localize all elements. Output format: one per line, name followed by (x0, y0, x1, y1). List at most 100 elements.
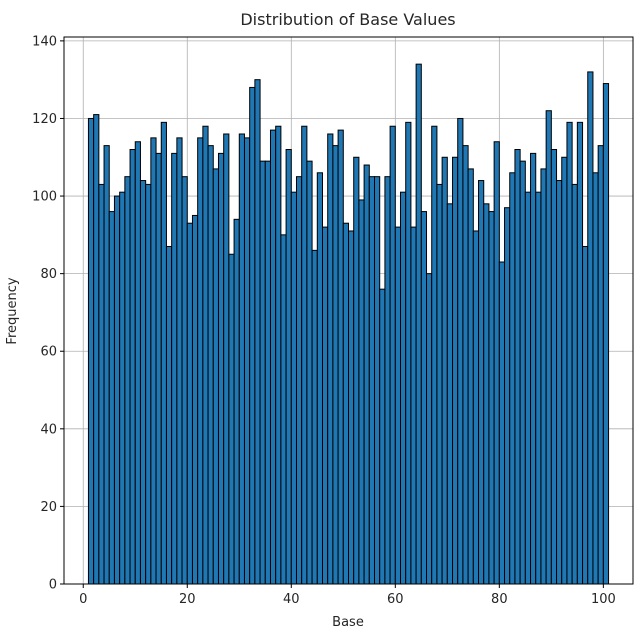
histogram-bar (420, 211, 428, 585)
histogram-bar (358, 199, 365, 585)
histogram-bar (269, 129, 277, 585)
histogram-bar (238, 133, 245, 585)
histogram-bar (384, 176, 391, 585)
histogram-bar (249, 86, 256, 585)
histogram-bar (311, 249, 318, 585)
histogram-bar (426, 273, 433, 585)
histogram-bar (535, 191, 542, 585)
histogram-bar (342, 222, 349, 585)
histogram-bar (566, 121, 573, 585)
histogram-bar (306, 160, 313, 585)
histogram-bar (233, 218, 240, 585)
histogram-bar (504, 207, 511, 585)
plot-frame (63, 36, 634, 585)
histogram-bar (207, 145, 214, 585)
histogram-bar (514, 149, 521, 585)
histogram-bar (191, 214, 199, 585)
histogram-bar (108, 211, 115, 585)
histogram-bar (223, 133, 230, 585)
x-tick-label: 80 (491, 592, 508, 607)
histogram-bar (280, 234, 287, 585)
histogram-bar (519, 160, 526, 585)
histogram-bar (217, 152, 225, 585)
histogram-bar (389, 125, 396, 585)
histogram-bar (363, 164, 370, 585)
histogram-bar (176, 137, 183, 585)
histogram-bar (540, 168, 547, 585)
histogram-bar (576, 121, 584, 585)
histogram-bar (374, 176, 381, 585)
y-tick-label: 140 (32, 34, 57, 49)
histogram-bar (290, 191, 297, 585)
histogram-bar (400, 191, 407, 585)
histogram-bar (431, 125, 438, 585)
histogram-bar (275, 125, 282, 585)
histogram-bar (197, 137, 204, 585)
y-tick-label: 100 (32, 190, 57, 205)
histogram-bar (139, 180, 147, 585)
y-tick-label: 0 (49, 578, 57, 593)
histogram-bar (337, 129, 344, 585)
histogram-bar (165, 245, 173, 585)
histogram-bar (155, 152, 162, 585)
histogram-bar (103, 145, 110, 585)
y-tick-label: 80 (40, 267, 57, 282)
y-tick-label: 60 (40, 345, 57, 360)
histogram-bar (316, 172, 323, 585)
histogram-bar (530, 152, 537, 585)
histogram-bar (556, 180, 563, 585)
histogram-bar (228, 253, 235, 585)
histogram-bar (602, 83, 610, 585)
y-tick-label: 120 (32, 112, 57, 127)
histogram-bar (202, 125, 209, 585)
x-tick-label: 60 (387, 592, 404, 607)
histogram-bar (295, 176, 303, 585)
y-tick-label: 40 (40, 422, 57, 437)
histogram-bar (243, 137, 251, 585)
histogram-bar (498, 261, 506, 585)
histogram-bar (113, 195, 121, 585)
histogram-bar (488, 211, 495, 585)
histogram-bar (415, 63, 422, 585)
histogram-bar (186, 222, 193, 585)
histogram-bar (134, 141, 141, 585)
histogram-bar (467, 168, 474, 585)
histogram-bar (98, 183, 105, 585)
histogram-bar (472, 230, 480, 585)
histogram-bar (394, 226, 402, 585)
histogram-bar (285, 149, 292, 585)
histogram-bar (592, 172, 599, 585)
x-axis-ticks: 0 20 40 60 80 100 (79, 584, 616, 607)
histogram-bar (145, 183, 152, 585)
y-tick-label: 20 (40, 500, 57, 515)
histogram-bar (478, 180, 485, 585)
histogram-bar (509, 172, 516, 585)
histogram-bar (93, 114, 100, 585)
histogram-bar (561, 156, 568, 585)
histogram-bar (379, 288, 386, 585)
histogram-bar (150, 137, 157, 585)
histogram-bar (87, 117, 95, 585)
histogram-bar (597, 145, 604, 585)
histogram-bar (181, 176, 188, 585)
histogram-bar (493, 141, 500, 585)
histogram-bar (410, 226, 417, 585)
histogram-bar (483, 203, 490, 585)
y-axis-label: Frequency (5, 277, 20, 344)
histogram-bar (545, 110, 552, 585)
histogram-bar (264, 160, 271, 585)
histogram-bar (348, 230, 355, 585)
x-axis-label: Base (332, 615, 364, 630)
histogram-bar (327, 133, 334, 585)
histogram-bar (353, 156, 360, 585)
chart-title: Distribution of Base Values (240, 10, 455, 29)
histogram-bar (441, 156, 448, 585)
histogram-bar (160, 121, 167, 585)
histogram-bar (457, 117, 464, 585)
histogram-bar (124, 176, 131, 585)
histogram-bar (254, 79, 261, 585)
histogram-bar (368, 176, 376, 585)
histogram-bar (171, 152, 178, 585)
histogram-bar (332, 145, 339, 585)
